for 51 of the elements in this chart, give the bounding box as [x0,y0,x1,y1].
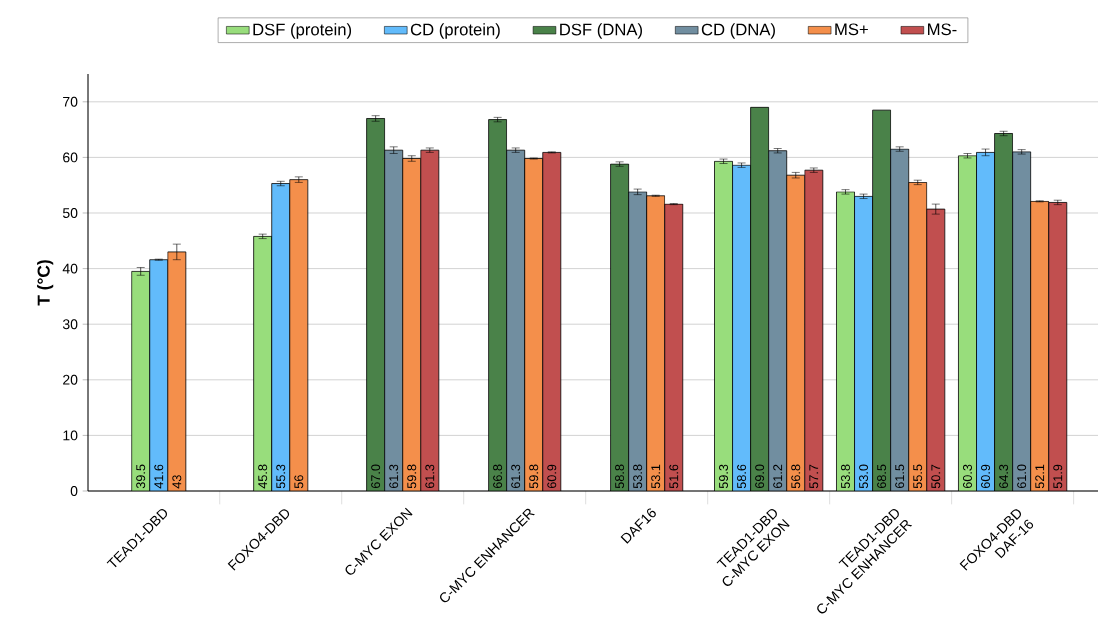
data-label: 52.1 [1035,464,1045,489]
y-tick-label: 30 [62,319,78,330]
data-label: 61.3 [425,464,435,489]
data-label: 53.0 [859,464,869,489]
data-label: 59.8 [529,464,539,489]
legend-label: DSF (protein) [253,23,352,39]
data-label: 61.3 [511,464,521,489]
y-tick-label: 0 [70,486,78,496]
data-label: 45.8 [258,464,268,489]
data-label: 67.0 [371,464,381,489]
legend-label: MS- [928,23,957,36]
data-label: 56 [294,475,304,489]
data-label: 41.6 [154,464,164,489]
data-label: 53.1 [651,464,661,489]
data-label: 53.8 [633,464,643,489]
data-label: 61.5 [895,464,905,489]
y-tick-label: 50 [62,208,78,218]
data-label: 61.3 [389,464,399,489]
data-label: 69.0 [755,464,765,489]
data-label: 61.2 [773,464,783,489]
data-label: 57.7 [809,464,819,489]
data-label: 60.3 [963,464,972,489]
data-label: 60.9 [981,464,991,489]
data-label: 59.3 [719,464,729,489]
y-tick-label: 20 [63,374,78,385]
data-label: 56.8 [791,464,801,489]
y-axis-title: T (°C) [37,260,54,306]
data-label: 55.5 [913,464,923,489]
legend-label: MS+ [835,23,868,36]
data-label: 55.3 [276,464,286,489]
legend-label: DSF (DNA) [560,23,642,39]
data-label: 60.9 [547,464,557,489]
data-label: 51.9 [1053,464,1063,489]
data-label: 58.6 [737,464,747,489]
legend-label: CD (DNA) [701,23,775,39]
data-label: 43 [172,475,182,489]
y-tick-label: 10 [63,430,78,441]
data-label: 68.5 [877,464,887,489]
y-tick-label: 40 [62,263,78,274]
data-label: 51.6 [669,464,679,489]
data-label: 50.7 [931,464,941,489]
data-label: 53.8 [841,464,850,489]
y-tick-label: 60 [63,152,78,163]
y-tick-label: 70 [63,96,78,107]
data-label: 61.0 [1017,464,1027,489]
data-label: 39.5 [136,464,146,489]
data-label: 64.3 [999,464,1009,489]
data-label: 66.8 [493,464,503,489]
legend-label: CD (protein) [410,23,500,39]
data-label: 58.8 [615,464,625,489]
data-label: 59.8 [407,464,417,489]
